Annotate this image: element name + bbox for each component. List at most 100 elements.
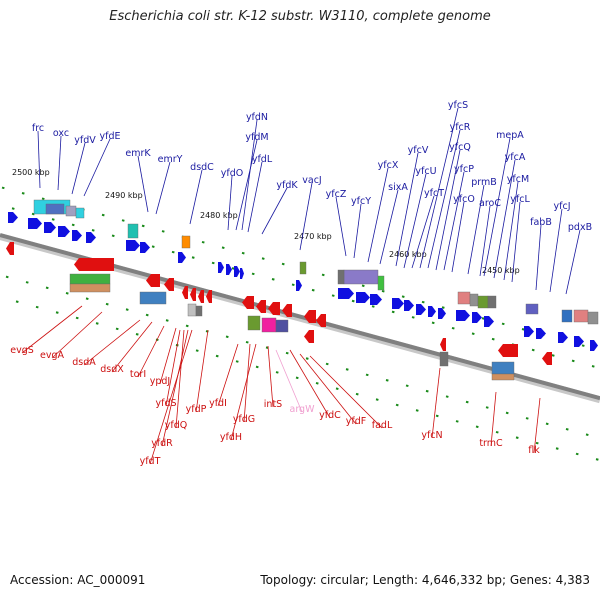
tick-mark (405, 384, 409, 388)
forward-gene-label-leader (227, 175, 233, 231)
tick-mark (31, 212, 35, 216)
tick-mark (145, 313, 149, 317)
forward-gene-label-leader (379, 189, 399, 265)
forward-gene-label: yfcP (454, 164, 474, 175)
reverse-gene-arrow (206, 290, 212, 303)
forward-gene-label-leader (247, 161, 263, 233)
reverse-gene-label-leader (149, 329, 193, 465)
reverse-gene-label-leader (217, 343, 239, 407)
reverse-gene-label: evgS (10, 345, 34, 356)
kbp-label: 2460 kbp (389, 250, 427, 259)
feature-block (587, 311, 599, 325)
tick-mark (555, 447, 559, 450)
reverse-gene-arrow (74, 258, 114, 271)
forward-gene-label: yfcZ (326, 189, 347, 200)
reverse-gene-label-leader (175, 329, 185, 429)
feature-block (261, 317, 277, 333)
tick-mark (191, 256, 195, 259)
forward-gene-label-leader (235, 139, 258, 231)
kbp-label: 2480 kbp (200, 211, 238, 220)
forward-gene-label: yfcO (453, 194, 475, 205)
reverse-gene-arrow (190, 288, 196, 301)
reverse-gene-label: dsdX (100, 364, 124, 375)
reverse-gene-arrow (282, 304, 292, 317)
tick-mark (201, 240, 205, 244)
feature-block (299, 261, 307, 275)
feature-block (187, 303, 197, 317)
tick-mark (325, 362, 329, 366)
tick-mark (271, 278, 275, 281)
tick-mark (5, 275, 9, 279)
tick-mark (485, 406, 489, 409)
accession-text: Accession: AC_000091 (10, 573, 146, 587)
forward-gene-arrow (536, 328, 546, 339)
forward-gene-label-leader (261, 187, 288, 235)
tick-mark (161, 230, 165, 233)
forward-gene-arrow (72, 230, 82, 241)
forward-gene-label-leader (83, 138, 111, 197)
forward-gene-label: yfcT (424, 188, 444, 199)
tick-mark (35, 305, 39, 309)
reverse-gene-label-leader (195, 329, 209, 413)
tick-mark (85, 297, 89, 301)
reverse-gene-label-leader (83, 319, 141, 366)
forward-gene-arrow (338, 288, 354, 299)
forward-gene-label-leader (419, 107, 459, 269)
reverse-gene-label-leader (137, 325, 165, 378)
tick-mark (515, 436, 519, 439)
feature-block (457, 291, 471, 305)
tick-mark (95, 322, 99, 325)
tick-mark (475, 425, 479, 429)
tick-mark (381, 289, 385, 293)
forward-gene-label: yfdM (245, 132, 268, 143)
tick-mark (395, 403, 399, 407)
forward-gene-label: yfdN (246, 112, 268, 123)
feature-block (69, 273, 111, 285)
feature-block (487, 295, 497, 309)
forward-gene-label-leader (353, 203, 362, 259)
reverse-gene-arrow (146, 274, 160, 287)
reverse-gene-label-leader (289, 349, 331, 419)
forward-gene-label-leader (483, 137, 511, 277)
tick-mark (455, 420, 459, 423)
tick-mark (55, 311, 59, 314)
forward-gene-label: emrK (125, 148, 151, 159)
feature-block (377, 275, 385, 291)
tick-mark (105, 302, 109, 306)
reverse-gene-label: yfdG (233, 414, 255, 425)
tick-mark (585, 433, 589, 437)
forward-gene-label: yfdO (221, 168, 243, 179)
tick-mark (465, 400, 469, 404)
forward-gene-label: yfcL (510, 194, 530, 205)
feature-block (275, 319, 289, 333)
forward-gene-arrow (44, 222, 56, 233)
reverse-gene-label: yfdC (319, 410, 341, 421)
tick-mark (441, 306, 445, 309)
tick-mark (305, 357, 309, 360)
forward-gene-arrow (574, 336, 584, 347)
feature-block (469, 293, 479, 307)
tick-mark (501, 322, 505, 326)
tick-mark (115, 327, 119, 331)
tick-mark (41, 197, 45, 201)
forward-gene-label-leader (535, 224, 542, 291)
tick-mark (415, 409, 419, 412)
tick-mark (315, 381, 319, 385)
reverse-gene-arrow (182, 286, 188, 299)
forward-gene-arrow (370, 294, 382, 305)
reverse-gene-label: evgA (40, 350, 64, 361)
tick-mark (45, 286, 49, 290)
forward-gene-arrow (296, 280, 302, 291)
reverse-gene-label: yfdQ (165, 420, 187, 431)
tick-mark (411, 316, 415, 319)
forward-gene-label: yfcQ (449, 142, 471, 153)
forward-gene-label: yfcV (408, 145, 429, 156)
feature-block (573, 309, 589, 323)
forward-gene-label-leader (549, 208, 563, 293)
forward-gene-label: yfdV (74, 135, 96, 146)
forward-gene-label-leader (435, 149, 461, 271)
reverse-gene-arrow (316, 314, 326, 327)
forward-gene-arrow (416, 304, 426, 315)
tick-mark (581, 344, 585, 347)
forward-gene-arrow (456, 310, 470, 321)
